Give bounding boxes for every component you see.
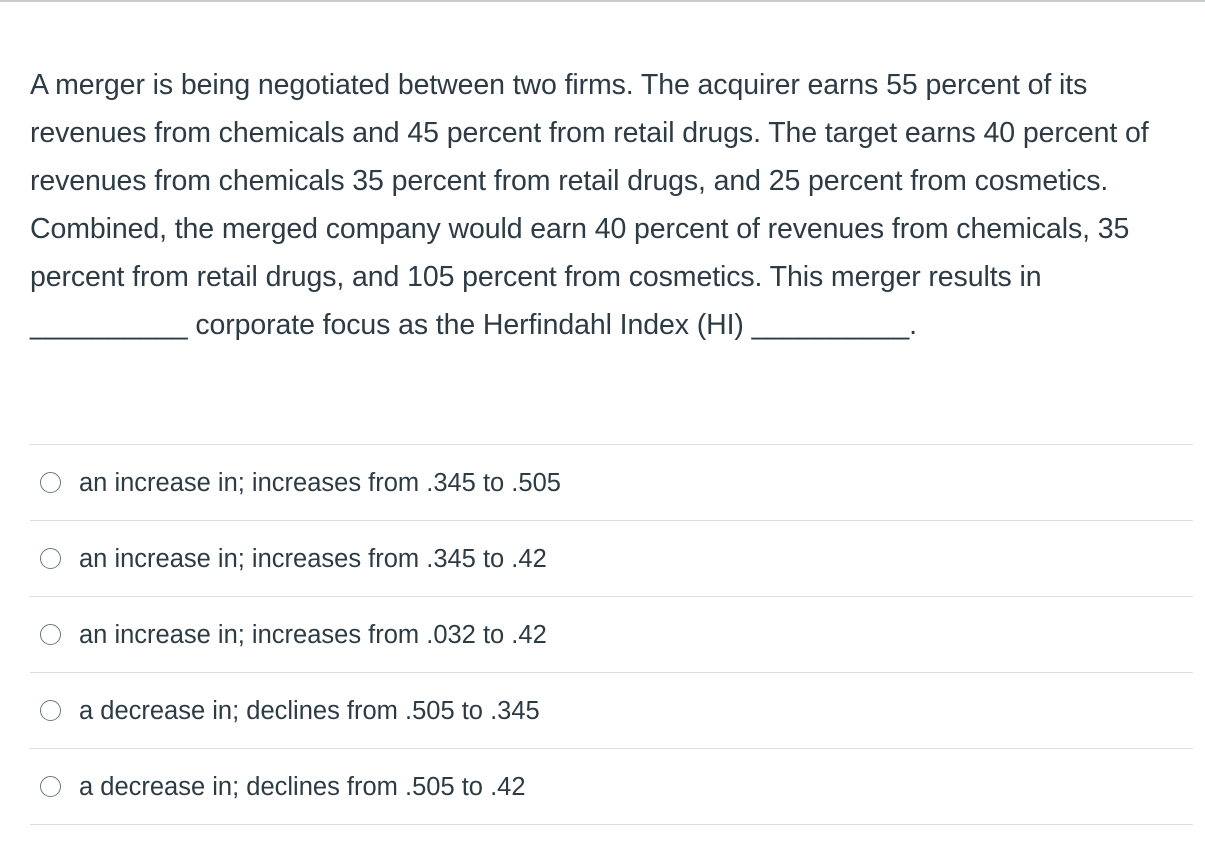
radio-button-icon[interactable] xyxy=(40,700,61,721)
answer-label: an increase in; increases from .345 to .… xyxy=(79,544,547,573)
answer-option-4[interactable]: a decrease in; declines from .505 to .34… xyxy=(30,673,1193,749)
top-divider xyxy=(0,0,1205,2)
answer-label: an increase in; increases from .032 to .… xyxy=(79,620,547,649)
radio-button-icon[interactable] xyxy=(40,548,61,569)
radio-button-icon[interactable] xyxy=(40,472,61,493)
radio-button-icon[interactable] xyxy=(40,776,61,797)
question-text: A merger is being negotiated between two… xyxy=(30,69,1149,341)
answer-option-2[interactable]: an increase in; increases from .345 to .… xyxy=(30,521,1193,597)
answer-option-3[interactable]: an increase in; increases from .032 to .… xyxy=(30,597,1193,673)
answer-label: an increase in; increases from .345 to .… xyxy=(79,468,561,497)
answer-option-5[interactable]: a decrease in; declines from .505 to .42 xyxy=(30,749,1193,825)
radio-button-icon[interactable] xyxy=(40,624,61,645)
answer-option-1[interactable]: an increase in; increases from .345 to .… xyxy=(30,445,1193,521)
answer-label: a decrease in; declines from .505 to .34… xyxy=(79,696,540,725)
answer-label: a decrease in; declines from .505 to .42 xyxy=(79,772,526,801)
answer-list: an increase in; increases from .345 to .… xyxy=(30,444,1193,825)
